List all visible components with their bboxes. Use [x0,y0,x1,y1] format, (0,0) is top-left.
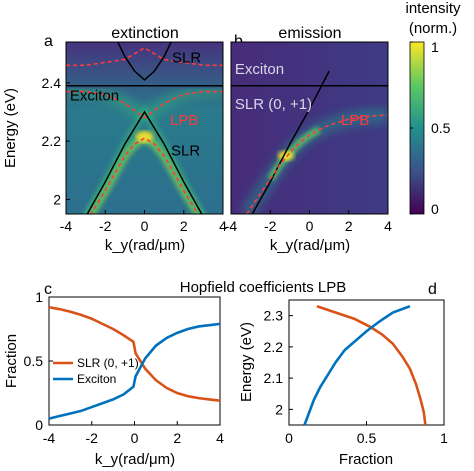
panel-a-slr-lower-line [86,110,203,214]
panel-c-hopfield-vs-k: Hopfield coefficients LPB -4 -2 0 2 400.51 S… [3,279,346,468]
panel-c-xlabel: k_y(rad/μm) [95,451,175,468]
panel-c-legend-label: Exciton [77,372,116,386]
panel-a-xtick-label: 4 [219,218,227,234]
panel-a-dashed-upper-branch [66,90,223,119]
panel-a-dashed-lpb [90,137,199,214]
panel-a-annotation: Exciton [70,87,119,104]
panel-a-xtick-label: -4 [60,218,73,234]
panel-b-xtick-label: 4 [384,218,392,234]
panel-a-xlabel: k_y(rad/μm) [105,237,185,254]
panel-b-annotation: LPB [341,112,369,129]
panel-c-xtick-label: 2 [173,430,181,446]
panel-c-ylabel: Fraction [3,334,20,388]
panel-b-emission-heatmap: emission -4 -2 0 2 4 Exciton SLR (0, +1) LPB k… [225,25,392,254]
panel-c-xtick-label: 4 [216,430,224,446]
panel-a-annotation: SLR [172,49,201,66]
panel-d-xtick-label: 1 [440,430,448,446]
panel-c-ytick-label: 0.5 [24,353,44,369]
panel-a-ytick-label: 2.2 [42,133,62,149]
panel-d-energy-vs-fraction: 0 0.5 1 2 2.1 2.2 2.3 Energy (eV) Fraction [238,299,448,468]
panel-b-title: emission [278,25,341,42]
panel-b-xtick-label: -2 [264,218,277,234]
panel-d-ytick-label: 2.2 [264,339,284,355]
panel-d-ytick-label: 2.1 [264,370,284,386]
panel-label-a: a [44,33,53,50]
panel-a-ytick-label: 2 [53,191,61,207]
colorbar-tick-label: 0 [431,201,439,217]
panel-d-series-exciton [303,305,411,426]
panel-c-xtick-label: -4 [43,430,56,446]
panel-c-legend-label: SLR (0, +1) [77,356,139,370]
panel-d-xtick-label: 0.5 [357,430,377,446]
panel-a-xtick-label: -2 [99,218,112,234]
panel-b-xtick-label: -4 [225,218,238,234]
panel-c-title: Hopfield coefficients LPB [180,279,347,296]
panel-d-ytick-label: 2.3 [264,308,284,324]
colorbar-tick-label: 1 [431,39,439,55]
panel-d-xlabel: Fraction [339,451,393,468]
colorbar-title-line1: intensity [405,0,461,17]
colorbar: intensity (norm.) 0 0.5 1 [405,0,461,217]
panel-a-extinction-heatmap: extinction -4 -2 0 2 4 2 2.2 2.4 SLR Exciton LPB S… [2,25,227,254]
panel-a-peak-glow [135,130,154,143]
panel-b-annotation: SLR (0, +1) [235,96,312,113]
panel-a-ylabel: Energy (eV) [2,88,19,168]
panel-a-ytick-label: 2.4 [42,75,62,91]
panel-c-ytick-label: 1 [35,289,43,305]
colorbar-title-line2: (norm.) [409,20,457,37]
panel-c-ytick-label: 0 [35,417,43,433]
panel-b-dashed-lpb [246,114,388,214]
panel-b-xlabel: k_y(rad/μm) [270,237,350,254]
panel-a-annotation: SLR [171,143,200,160]
colorbar-tick-label: 0.5 [431,120,451,136]
panel-a-xtick-label: 2 [180,218,188,234]
panel-a-xtick-label: 0 [141,218,149,234]
panel-c-series-exciton [48,322,221,420]
panel-label-c: c [44,281,52,298]
panel-d-ytick-label: 2 [275,401,283,417]
panel-d-series-slr [316,305,427,426]
panel-a-slr-upper-line [117,42,172,81]
panel-d-ylabel: Energy (eV) [238,322,255,402]
panel-b-xtick-label: 0 [306,218,314,234]
panel-d-xtick-label: 0 [285,430,293,446]
panel-c-series-slr [48,305,221,402]
panel-a-annotation: LPB [170,112,198,129]
panel-c-xtick-label: -2 [86,430,99,446]
panel-label-d: d [428,281,437,298]
panel-b-annotation: Exciton [235,61,284,78]
panel-a-title: extinction [111,25,179,42]
panel-b-slr-line [251,70,330,214]
panel-c-xtick-label: 0 [131,430,139,446]
panel-b-xtick-label: 2 [345,218,353,234]
